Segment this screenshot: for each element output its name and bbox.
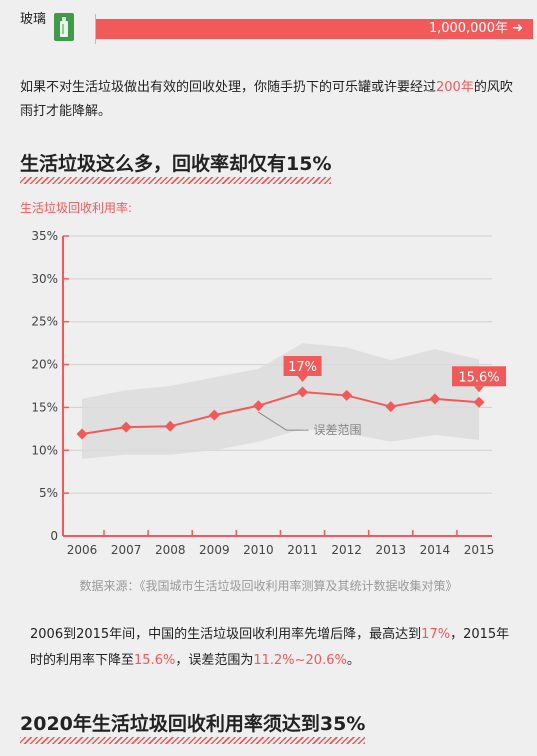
x-tick-label: 2013	[376, 543, 407, 557]
glass-bottle-icon	[54, 13, 74, 41]
callout-pointer	[474, 386, 484, 393]
y-tick-label: 25%	[31, 315, 58, 329]
summary-highlight-range: 11.2%~20.6%	[253, 653, 347, 668]
y-tick-label: 20%	[31, 358, 58, 372]
section-title-text: 生活垃圾这么多，回收率却仅有15%	[20, 153, 332, 175]
section-title-2-underline	[20, 737, 366, 744]
data-source: 数据来源：《我国城市生活垃圾回收利用率测算及其统计数据收集对策》	[79, 579, 458, 593]
x-tick-label: 2009	[199, 543, 230, 557]
section-title-2-text: 2020年生活垃圾回收利用率须达到35%	[20, 713, 366, 735]
callout-box	[452, 366, 506, 387]
callout-box	[283, 356, 322, 376]
chart-ylabel: 生活垃圾回收利用率:	[20, 201, 133, 215]
decomposition-time-bar: 1,000,000年 ➜	[96, 19, 533, 39]
section-title-recycling-rate: 生活垃圾这么多，回收率却仅有15%	[20, 149, 332, 184]
callout-pointer	[297, 376, 308, 382]
data-point	[164, 420, 176, 432]
summary-text-1: 2006到2015年间，中国的生活垃圾回收利用率先增后降，最高达到	[30, 627, 422, 642]
x-tick-label: 2011	[287, 543, 318, 557]
summary-paragraph: 2006到2015年间，中国的生活垃圾回收利用率先增后降，最高达到17%，201…	[30, 622, 520, 674]
callout-label: 17%	[288, 360, 317, 375]
summary-highlight-max: 17%	[421, 627, 451, 642]
x-tick-label: 2014	[420, 543, 451, 557]
x-tick-label: 2007	[111, 543, 142, 557]
data-point	[429, 393, 441, 405]
y-tick-label: 30%	[31, 272, 58, 286]
intro-highlight: 200年	[436, 80, 474, 95]
series-line	[81, 390, 480, 435]
data-point	[473, 396, 485, 408]
data-point	[252, 400, 264, 412]
intro-text-after: 的风吹雨打才能降解。	[20, 80, 513, 119]
decomposition-time-label: 1,000,000年 ➜	[428, 21, 523, 36]
data-point	[341, 389, 353, 401]
recycling-rate-chart: 0 5% 10% 15% 20% 25% 30% 35% 误差范围 2006 2007 2008 200…	[31, 229, 506, 557]
summary-text-2: ，2015年时的利用率下降至	[30, 627, 510, 668]
summary-text-3: ，误差范围为	[175, 653, 254, 668]
y-tick-label: 5%	[39, 486, 58, 500]
x-tick-label: 2008	[155, 543, 186, 557]
header-divider	[95, 14, 96, 44]
x-tick-label: 2006	[67, 543, 98, 557]
callout-label: 15.6%	[458, 370, 499, 385]
x-tick-label: 2015	[464, 543, 495, 557]
summary-highlight-2015: 15.6%	[134, 653, 176, 668]
x-tick-label: 2010	[243, 543, 274, 557]
section-title-2020-target: 2020年生活垃圾回收利用率须达到35%	[20, 709, 366, 744]
error-band-leader	[258, 411, 309, 431]
data-point	[297, 386, 309, 398]
data-point	[385, 401, 397, 413]
data-point	[120, 421, 132, 433]
section-title-underline	[20, 177, 332, 184]
material-label: 玻璃	[20, 12, 47, 27]
error-band	[82, 343, 479, 459]
summary-text-4: 。	[346, 653, 360, 668]
intro-text-before: 如果不对生活垃圾做出有效的回收处理，你随手扔下的可乐罐或许要经过	[20, 80, 437, 95]
intro-paragraph: 如果不对生活垃圾做出有效的回收处理，你随手扔下的可乐罐或许要经过200年的风吹雨…	[20, 76, 520, 124]
y-tick-label: 10%	[31, 443, 58, 457]
y-tick-label: 0	[50, 529, 58, 543]
data-point	[76, 428, 88, 440]
y-tick-label: 35%	[31, 229, 58, 243]
x-tick-label: 2012	[331, 543, 362, 557]
data-point	[208, 409, 220, 421]
error-band-label: 误差范围	[313, 423, 361, 437]
y-tick-label: 15%	[31, 400, 58, 414]
